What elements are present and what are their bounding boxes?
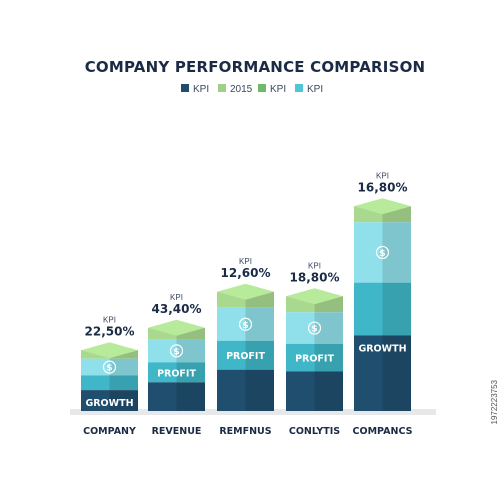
bars-group: KPI22,50%GROWTH$KPI43,40%PROFIT$KPI12,60… — [70, 171, 436, 415]
category-label: REMFNUS — [219, 426, 271, 437]
svg-text:$: $ — [311, 325, 317, 335]
chart-title: COMPANY PERFORMANCE COMPARISON — [85, 58, 426, 76]
bar-mid-segment — [81, 375, 110, 391]
bar-mid-segment-side — [109, 375, 138, 391]
bar-light-segment — [81, 358, 110, 376]
bar-icon-chart: $ — [169, 344, 184, 358]
legend-swatch — [258, 84, 266, 92]
bar-dark-segment — [286, 371, 315, 411]
bar-value-label: 12,60% — [221, 266, 271, 280]
bar-value-label: 22,50% — [85, 324, 135, 338]
bar-kpi-label: KPI — [239, 257, 252, 266]
bar-mid-segment-side — [245, 340, 274, 370]
bar-dark-segment-side — [314, 371, 343, 411]
bar-top-face — [148, 319, 205, 336]
svg-text:$: $ — [106, 364, 112, 374]
bar-icon-chart: $ — [307, 321, 322, 335]
bar-segment-label: GROWTH — [358, 344, 406, 355]
bar-light-segment — [354, 222, 383, 283]
legend: KPI 2015 KPI KPI — [181, 84, 323, 95]
bar-dark-segment — [217, 369, 246, 411]
category-label: COMPANY — [83, 426, 136, 437]
svg-text:$: $ — [173, 347, 179, 357]
category-labels: COMPANY REVENUE REMFNUS CONLYTIS COMPANCS — [83, 426, 412, 437]
bar-light-segment-side — [382, 222, 411, 283]
bar-light-segment — [217, 307, 246, 341]
legend-label: KPI — [193, 84, 209, 95]
bar-value-label: 18,80% — [290, 270, 340, 284]
legend-swatch — [181, 84, 189, 92]
bar-light-segment-side — [176, 339, 205, 363]
bar-value-label: 16,80% — [358, 180, 408, 194]
bar-top-segment-side — [176, 327, 205, 340]
bar-kpi-label: KPI — [170, 293, 183, 302]
stock-id: 1972223753 — [490, 380, 499, 425]
bar-mid-segment-side — [176, 362, 205, 383]
bar-segment-label: PROFIT — [295, 354, 334, 365]
bar-light-segment-side — [314, 312, 343, 344]
legend-label: KPI — [307, 84, 323, 95]
category-label: REVENUE — [152, 426, 202, 437]
legend-label: 2015 — [230, 84, 253, 95]
svg-text:$: $ — [379, 249, 385, 259]
legend-swatch — [218, 84, 226, 92]
bar-light-segment — [148, 339, 177, 363]
bar-top-segment — [148, 327, 177, 340]
legend-swatch — [295, 84, 303, 92]
bar-top-segment-side — [109, 350, 138, 359]
bar-dark-segment — [81, 390, 110, 411]
bar-light-segment-side — [109, 358, 138, 376]
bar-dark-segment — [354, 335, 383, 411]
bar-value-label: 43,40% — [152, 302, 202, 316]
bar-dark-segment-side — [245, 369, 274, 411]
bar-top-face — [286, 288, 343, 305]
bar-mid-segment — [354, 282, 383, 336]
legend-label: KPI — [270, 84, 286, 95]
bar-segment-label: PROFIT — [226, 351, 265, 362]
floor-shadow — [70, 409, 436, 415]
bar-kpi-label: KPI — [376, 171, 389, 180]
bar-mid-segment — [148, 362, 177, 383]
category-label: CONLYTIS — [289, 426, 340, 437]
bar-dark-segment — [148, 382, 177, 411]
bar-top-face — [217, 283, 274, 300]
bar-top-face — [81, 342, 138, 359]
bar-icon-chart: $ — [102, 360, 117, 374]
bar-kpi-label: KPI — [308, 261, 321, 270]
bar-top-segment — [81, 350, 110, 359]
bar-mid-segment-side — [382, 282, 411, 336]
category-label: COMPANCS — [353, 426, 413, 437]
bar-light-segment-side — [245, 307, 274, 341]
bar-icon-chart: $ — [238, 317, 253, 331]
bar-mid-segment-side — [314, 343, 343, 372]
bar-icon-chart: $ — [375, 245, 390, 260]
bar-dark-segment-side — [109, 390, 138, 411]
bar-mid-segment — [217, 340, 246, 370]
bar-segment-label: GROWTH — [85, 398, 133, 409]
svg-text:$: $ — [242, 321, 248, 331]
bar-mid-segment — [286, 343, 315, 372]
bar-dark-segment-side — [176, 382, 205, 411]
bar-segment-label: PROFIT — [157, 368, 196, 379]
bar-light-segment — [286, 312, 315, 344]
bar-dark-segment-side — [382, 335, 411, 411]
bar-kpi-label: KPI — [103, 315, 116, 324]
bar-top-face — [354, 198, 411, 215]
